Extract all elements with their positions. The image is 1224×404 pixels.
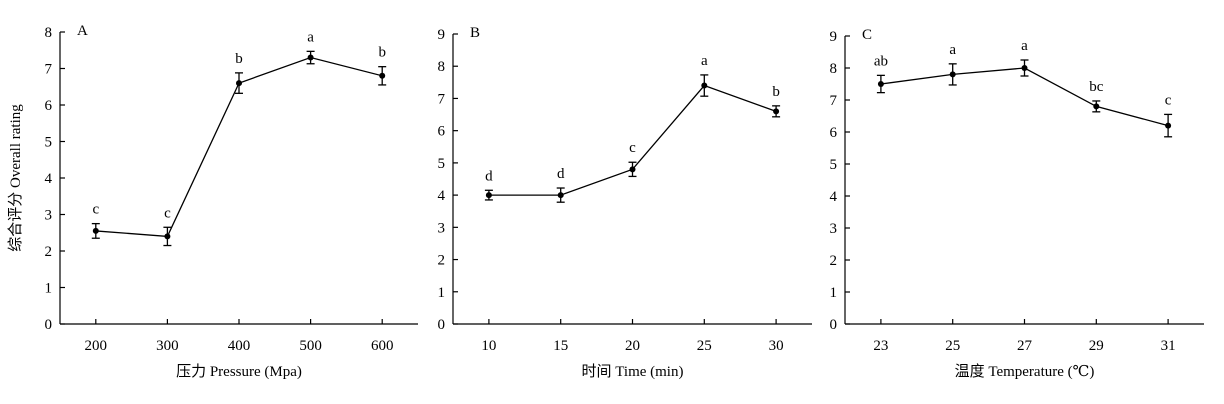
y-tick-label: 2 <box>438 253 446 269</box>
data-point <box>557 192 564 199</box>
y-tick-label: 5 <box>438 156 446 172</box>
x-tick-label: 25 <box>697 338 712 354</box>
panel-letter: B <box>470 25 480 41</box>
y-tick-label: 3 <box>45 208 53 224</box>
data-point <box>1165 122 1172 129</box>
data-point <box>164 233 171 240</box>
x-tick-label: 27 <box>1017 338 1033 354</box>
significance-label: d <box>485 168 493 184</box>
x-axis-label: 压力 Pressure (Mpa) <box>176 363 302 380</box>
y-tick-label: 2 <box>830 253 838 269</box>
significance-label: d <box>557 166 565 182</box>
data-point <box>877 81 884 87</box>
data-point <box>773 108 780 115</box>
y-tick-label: 5 <box>45 135 53 151</box>
data-point <box>1093 103 1100 110</box>
x-tick-label: 300 <box>156 338 179 354</box>
significance-label: ab <box>874 53 888 69</box>
data-point <box>92 227 99 234</box>
data-point <box>949 71 956 78</box>
significance-label: a <box>949 42 956 58</box>
x-tick-label: 31 <box>1161 338 1176 354</box>
y-tick-label: 7 <box>830 93 838 109</box>
y-tick-label: 7 <box>45 62 53 78</box>
data-point <box>629 166 636 173</box>
y-tick-label: 0 <box>438 317 446 333</box>
data-point <box>1021 65 1028 71</box>
significance-label: c <box>164 205 171 221</box>
y-tick-label: 6 <box>438 124 446 140</box>
y-tick-label: 8 <box>438 59 446 75</box>
x-tick-label: 29 <box>1089 338 1104 354</box>
significance-label: b <box>772 84 780 100</box>
y-tick-label: 1 <box>830 285 838 301</box>
y-tick-label: 8 <box>830 61 838 77</box>
data-point <box>485 192 492 199</box>
x-axis-label: 温度 Temperature (℃) <box>955 363 1095 380</box>
x-tick-label: 15 <box>553 338 568 354</box>
y-tick-label: 9 <box>830 29 838 45</box>
y-tick-label: 4 <box>45 171 53 187</box>
y-tick-label: 3 <box>830 221 838 237</box>
significance-label: c <box>92 202 99 218</box>
y-tick-label: 8 <box>45 25 53 41</box>
x-tick-label: 23 <box>873 338 888 354</box>
panel-letter: C <box>862 27 872 43</box>
significance-label: a <box>307 29 314 45</box>
significance-label: c <box>629 140 636 156</box>
data-point <box>236 80 242 87</box>
x-tick-label: 400 <box>228 338 251 354</box>
y-tick-label: 5 <box>830 157 838 173</box>
y-tick-label: 4 <box>830 189 838 205</box>
y-tick-label: 4 <box>438 188 446 204</box>
y-tick-label: 0 <box>45 317 53 333</box>
y-tick-label: 6 <box>830 125 838 141</box>
panel-letter: A <box>77 23 88 39</box>
x-axis-label: 时间 Time (min) <box>582 363 684 380</box>
y-tick-label: 1 <box>438 285 446 301</box>
significance-label: c <box>1165 92 1172 108</box>
x-tick-label: 10 <box>481 338 496 354</box>
x-tick-label: 500 <box>299 338 322 354</box>
data-point <box>307 54 314 61</box>
y-tick-label: 1 <box>45 281 53 297</box>
y-tick-label: 0 <box>830 317 838 333</box>
panel-a: A 0 1 2 3 4 5 6 7 8 200 300 400 500 600 压力 Pressure (Mp… <box>45 23 418 380</box>
x-tick-label: 25 <box>945 338 960 354</box>
y-tick-label: 9 <box>438 27 446 43</box>
panel-b: B 0 1 2 3 4 5 6 7 8 9 10 15 20 25 30 时间 Time (min) d d c a b <box>438 25 812 380</box>
x-tick-label: 30 <box>769 338 784 354</box>
significance-label: b <box>235 51 243 67</box>
significance-label: a <box>1021 38 1028 54</box>
y-tick-label: 2 <box>45 244 53 260</box>
y-tick-label: 3 <box>438 220 446 236</box>
shared-y-axis-label: 综合评分 Overall rating <box>7 104 24 252</box>
y-tick-label: 7 <box>438 91 446 107</box>
significance-label: a <box>701 53 708 69</box>
data-point <box>379 72 386 79</box>
data-point <box>701 82 708 89</box>
x-tick-label: 20 <box>625 338 640 354</box>
significance-label: b <box>378 45 386 61</box>
x-tick-label: 200 <box>85 338 108 354</box>
significance-label: bc <box>1089 79 1104 95</box>
y-tick-label: 6 <box>45 98 53 114</box>
x-tick-label: 600 <box>371 338 394 354</box>
